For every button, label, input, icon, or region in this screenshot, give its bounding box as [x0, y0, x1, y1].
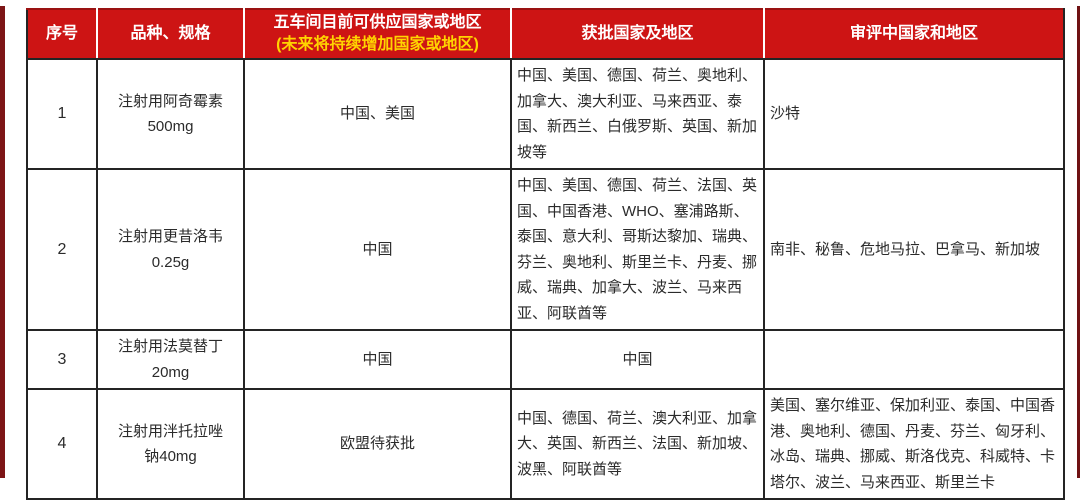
cell-supply: 中国、美国 [243, 58, 512, 170]
cell-index: 3 [26, 329, 98, 390]
table-body: 1 注射用阿奇霉素500mg 中国、美国 中国、美国、德国、荷兰、奥地利、加拿大… [26, 58, 1065, 500]
column-header-approved-label: 获批国家及地区 [581, 25, 694, 42]
cell-under-review: 南非、秘鲁、危地马拉、巴拿马、新加坡 [763, 168, 1065, 331]
column-header-index: 序号 [26, 8, 98, 60]
column-header-product: 品种、规格 [96, 8, 245, 60]
cell-approved: 中国、德国、荷兰、澳大利亚、加拿大、英国、新西兰、法国、新加坡、波黑、阿联酋等 [510, 388, 765, 500]
cell-product: 注射用更昔洛韦0.25g [96, 168, 245, 331]
cell-approved: 中国 [510, 329, 765, 390]
header-row: 序号 品种、规格 五车间目前可供应国家或地区 (未来将持续增加国家或地区) 获批… [26, 8, 1065, 60]
page-left-border [0, 6, 5, 478]
column-header-index-label: 序号 [45, 25, 78, 42]
column-header-product-label: 品种、规格 [130, 25, 211, 42]
cell-index: 1 [26, 58, 98, 170]
cell-supply: 中国 [243, 168, 512, 331]
page-right-border [1077, 6, 1080, 478]
cell-product: 注射用阿奇霉素500mg [96, 58, 245, 170]
column-header-approved: 获批国家及地区 [510, 8, 765, 60]
column-header-under-review-label: 审评中国家和地区 [849, 25, 978, 42]
cell-product: 注射用法莫替丁20mg [96, 329, 245, 390]
column-header-supply: 五车间目前可供应国家或地区 (未来将持续增加国家或地区) [243, 8, 512, 60]
table-row: 3 注射用法莫替丁20mg 中国 中国 [26, 329, 1065, 390]
cell-approved: 中国、美国、德国、荷兰、法国、英国、中国香港、WHO、塞浦路斯、泰国、意大利、哥… [510, 168, 765, 331]
table-row: 2 注射用更昔洛韦0.25g 中国 中国、美国、德国、荷兰、法国、英国、中国香港… [26, 168, 1065, 331]
cell-under-review [763, 329, 1065, 390]
column-header-under-review: 审评中国家和地区 [763, 8, 1065, 60]
column-header-supply-label: 五车间目前可供应国家或地区 [273, 14, 482, 31]
cell-approved: 中国、美国、德国、荷兰、奥地利、加拿大、澳大利亚、马来西亚、泰国、新西兰、白俄罗… [510, 58, 765, 170]
cell-supply: 中国 [243, 329, 512, 390]
table-header: 序号 品种、规格 五车间目前可供应国家或地区 (未来将持续增加国家或地区) 获批… [26, 8, 1065, 60]
column-header-supply-sublabel: (未来将持续增加国家或地区) [276, 36, 479, 53]
drug-supply-approval-table: 序号 品种、规格 五车间目前可供应国家或地区 (未来将持续增加国家或地区) 获批… [26, 8, 1065, 500]
cell-under-review: 沙特 [763, 58, 1065, 170]
cell-index: 2 [26, 168, 98, 331]
cell-product: 注射用泮托拉唑钠40mg [96, 388, 245, 500]
table-row: 1 注射用阿奇霉素500mg 中国、美国 中国、美国、德国、荷兰、奥地利、加拿大… [26, 58, 1065, 170]
